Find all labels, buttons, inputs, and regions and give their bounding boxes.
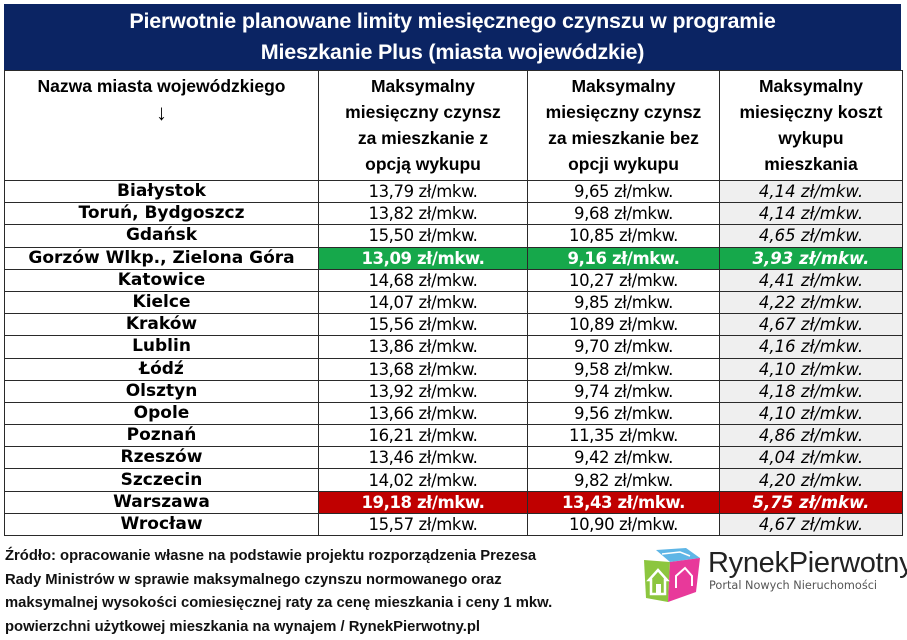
rent-without-buyout-cell: 10,85 zł/mkw. (527, 224, 720, 248)
rent-with-buyout-cell: 13,86 zł/mkw. (318, 335, 528, 359)
rent-without-buyout-cell: 10,90 zł/mkw. (527, 512, 720, 537)
buyout-cost-cell: 4,20 zł/mkw. (719, 468, 903, 492)
city-cell: Łódź (4, 357, 319, 381)
title-line-1: Pierwotnie planowane limity miesięcznego… (129, 9, 776, 33)
rent-with-buyout-cell: 14,02 zł/mkw. (318, 468, 528, 492)
header-row: Nazwa miasta wojewódzkiego ↓ Maksymalny … (4, 70, 903, 181)
buyout-cost-cell: 4,41 zł/mkw. (719, 268, 903, 292)
city-cell: Toruń, Bydgoszcz (4, 202, 319, 226)
rent-without-buyout-cell: 11,35 zł/mkw. (527, 424, 720, 448)
buyout-cost-cell: 4,18 zł/mkw. (719, 379, 903, 403)
rent-without-buyout-cell: 9,56 zł/mkw. (527, 401, 720, 426)
rent-with-buyout-cell: 15,50 zł/mkw. (318, 224, 528, 248)
table-row: Łódź 13,68 zł/mkw. 9,58 zł/mkw. 4,10 zł/… (4, 357, 903, 381)
rent-with-buyout-cell: 16,21 zł/mkw. (318, 424, 528, 448)
table-row: Białystok 13,79 zł/mkw. 9,65 zł/mkw. 4,1… (4, 179, 903, 204)
table-row: Wrocław 15,57 zł/mkw. 10,90 zł/mkw. 4,67… (4, 512, 903, 537)
table-row: Katowice 14,68 zł/mkw. 10,27 zł/mkw. 4,4… (4, 268, 903, 292)
buyout-cost-cell: 4,16 zł/mkw. (719, 335, 903, 359)
buyout-cost-cell: 5,75 zł/mkw. (719, 490, 903, 514)
rent-without-buyout-cell: 10,27 zł/mkw. (527, 268, 720, 292)
table-row: Szczecin 14,02 zł/mkw. 9,82 zł/mkw. 4,20… (4, 468, 903, 492)
header-city: Nazwa miasta wojewódzkiego ↓ (4, 70, 319, 181)
buyout-cost-cell: 4,14 zł/mkw. (719, 179, 903, 204)
rent-with-buyout-cell: 15,57 zł/mkw. (318, 512, 528, 537)
rynekpierwotny-logo: RynekPierwotny Portal Nowych Nieruchomoś… (640, 546, 907, 606)
table-row: Poznań 16,21 zł/mkw. 11,35 zł/mkw. 4,86 … (4, 424, 903, 448)
city-cell: Kielce (4, 290, 319, 315)
title-line-2: Mieszkanie Plus (miasta wojewódzkie) (260, 40, 645, 64)
source-note: Źródło: opracowanie własne na podstawie … (5, 548, 553, 635)
city-cell: Wrocław (4, 512, 319, 537)
buyout-cost-cell: 4,22 zł/mkw. (719, 290, 903, 315)
city-cell: Szczecin (4, 468, 319, 492)
header-rent-without-buyout: Maksymalny miesięczny czynsz za mieszkan… (527, 70, 720, 181)
page-title: Pierwotnie planowane limity miesięcznego… (4, 4, 901, 70)
rent-with-buyout-cell: 13,66 zł/mkw. (318, 401, 528, 426)
city-cell: Olsztyn (4, 379, 319, 403)
city-cell: Kraków (4, 313, 319, 337)
table-row: Olsztyn 13,92 zł/mkw. 9,74 zł/mkw. 4,18 … (4, 379, 903, 403)
rent-without-buyout-cell: 9,70 zł/mkw. (527, 335, 720, 359)
city-cell: Katowice (4, 268, 319, 292)
rent-limits-table: Nazwa miasta wojewódzkiego ↓ Maksymalny … (4, 70, 903, 537)
rent-without-buyout-cell: 9,74 zł/mkw. (527, 379, 720, 403)
rent-with-buyout-cell: 13,46 zł/mkw. (318, 446, 528, 470)
house-cube-icon (644, 548, 700, 602)
city-cell: Poznań (4, 424, 319, 448)
rent-with-buyout-cell: 15,56 zł/mkw. (318, 313, 528, 337)
rent-without-buyout-cell: 9,42 zł/mkw. (527, 446, 720, 470)
header-buyout-cost: Maksymalny miesięczny koszt wykupu miesz… (719, 70, 903, 181)
city-cell: Białystok (4, 179, 319, 204)
city-cell: Lublin (4, 335, 319, 359)
brand-name: RynekPierwotny (708, 547, 907, 579)
rent-without-buyout-cell: 9,85 zł/mkw. (527, 290, 720, 315)
city-cell: Gorzów Wlkp., Zielona Góra (4, 246, 319, 270)
table-row: Rzeszów 13,46 zł/mkw. 9,42 zł/mkw. 4,04 … (4, 446, 903, 470)
buyout-cost-cell: 4,86 zł/mkw. (719, 424, 903, 448)
rent-without-buyout-cell: 9,65 zł/mkw. (527, 179, 720, 204)
rent-without-buyout-cell: 10,89 zł/mkw. (527, 313, 720, 337)
table-row: Opole 13,66 zł/mkw. 9,56 zł/mkw. 4,10 zł… (4, 401, 903, 426)
city-cell: Opole (4, 401, 319, 426)
buyout-cost-cell: 4,10 zł/mkw. (719, 401, 903, 426)
rent-without-buyout-cell: 9,82 zł/mkw. (527, 468, 720, 492)
header-rent-with-buyout: Maksymalny miesięczny czynsz za mieszkan… (318, 70, 528, 181)
table-row: Kielce 14,07 zł/mkw. 9,85 zł/mkw. 4,22 z… (4, 290, 903, 315)
rent-with-buyout-cell: 14,07 zł/mkw. (318, 290, 528, 315)
rent-without-buyout-cell: 13,43 zł/mkw. (527, 490, 720, 514)
table-row: Lublin 13,86 zł/mkw. 9,70 zł/mkw. 4,16 z… (4, 335, 903, 359)
rent-without-buyout-cell: 9,16 zł/mkw. (527, 246, 720, 270)
rent-with-buyout-cell: 19,18 zł/mkw. (318, 490, 528, 514)
table-row-highest: Warszawa 19,18 zł/mkw. 13,43 zł/mkw. 5,7… (4, 490, 903, 514)
arrow-down-icon: ↓ (156, 100, 167, 125)
table-row: Kraków 15,56 zł/mkw. 10,89 zł/mkw. 4,67 … (4, 313, 903, 337)
table-row-lowest: Gorzów Wlkp., Zielona Góra 13,09 zł/mkw.… (4, 246, 903, 270)
city-cell: Gdańsk (4, 224, 319, 248)
buyout-cost-cell: 4,14 zł/mkw. (719, 202, 903, 226)
brand-tagline: Portal Nowych Nieruchomości (709, 579, 878, 592)
city-cell: Rzeszów (4, 446, 319, 470)
rent-without-buyout-cell: 9,58 zł/mkw. (527, 357, 720, 381)
city-cell: Warszawa (4, 490, 319, 514)
table-row: Toruń, Bydgoszcz 13,82 zł/mkw. 9,68 zł/m… (4, 202, 903, 226)
rent-with-buyout-cell: 14,68 zł/mkw. (318, 268, 528, 292)
rent-with-buyout-cell: 13,92 zł/mkw. (318, 379, 528, 403)
buyout-cost-cell: 4,10 zł/mkw. (719, 357, 903, 381)
buyout-cost-cell: 4,67 zł/mkw. (719, 512, 903, 537)
buyout-cost-cell: 3,93 zł/mkw. (719, 246, 903, 270)
buyout-cost-cell: 4,04 zł/mkw. (719, 446, 903, 470)
rent-with-buyout-cell: 13,79 zł/mkw. (318, 179, 528, 204)
buyout-cost-cell: 4,65 zł/mkw. (719, 224, 903, 248)
rent-with-buyout-cell: 13,09 zł/mkw. (318, 246, 528, 270)
buyout-cost-cell: 4,67 zł/mkw. (719, 313, 903, 337)
rent-without-buyout-cell: 9,68 zł/mkw. (527, 202, 720, 226)
rent-with-buyout-cell: 13,68 zł/mkw. (318, 357, 528, 381)
rent-with-buyout-cell: 13,82 zł/mkw. (318, 202, 528, 226)
table-row: Gdańsk 15,50 zł/mkw. 10,85 zł/mkw. 4,65 … (4, 224, 903, 248)
